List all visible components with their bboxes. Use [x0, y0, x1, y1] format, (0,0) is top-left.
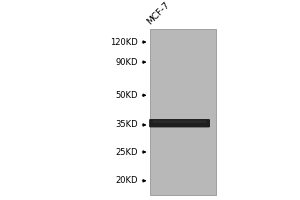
Text: 25KD: 25KD — [116, 148, 138, 157]
Text: 120KD: 120KD — [110, 38, 138, 47]
Bar — [150, 29, 216, 195]
Text: 35KD: 35KD — [116, 120, 138, 129]
Text: MCF-7: MCF-7 — [145, 0, 171, 26]
Text: 20KD: 20KD — [116, 176, 138, 185]
FancyBboxPatch shape — [149, 119, 210, 127]
FancyBboxPatch shape — [153, 120, 206, 123]
Text: 90KD: 90KD — [116, 58, 138, 67]
Text: 50KD: 50KD — [116, 91, 138, 100]
